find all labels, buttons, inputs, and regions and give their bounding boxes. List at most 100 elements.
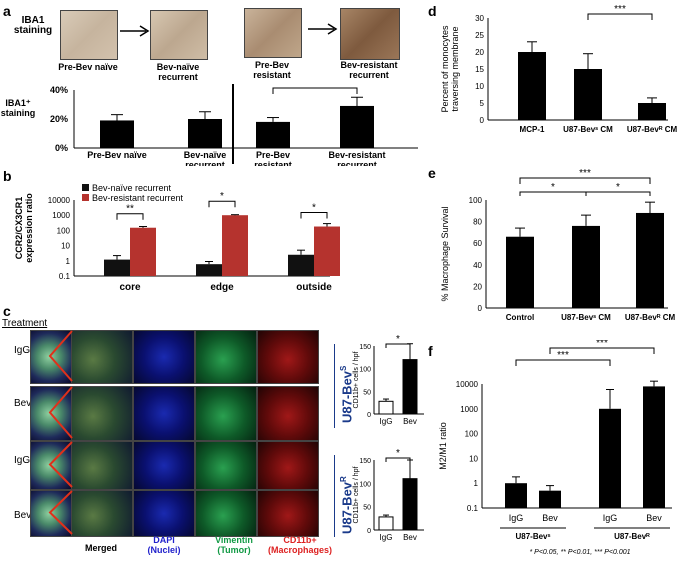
bar (130, 227, 156, 276)
significance-bracket (515, 359, 611, 366)
y-tick-label: 1000 (52, 211, 70, 220)
iba1-row-label: IBA1 staining (13, 15, 53, 36)
bar (539, 490, 561, 508)
zoom-indicator (48, 441, 73, 488)
panel-label-d: d (428, 3, 437, 19)
bar (572, 225, 600, 308)
x-tick-label: U87-Bevˢ CM (563, 125, 613, 134)
iba1-image-label-4: Bev-resistant recurrent (340, 60, 398, 80)
significance-bracket (116, 213, 144, 220)
significance-label: * (220, 191, 224, 202)
x-tick-label: Control (506, 313, 534, 322)
y-tick-label: 1000 (460, 405, 478, 414)
group-label: U87-Bevᴿ (614, 532, 650, 541)
x-tick-label: Bev (542, 513, 558, 523)
y-tick-label: 10 (469, 454, 478, 463)
y-tick-label: 60 (473, 239, 482, 248)
fluorescence-image (195, 330, 257, 384)
treatment-label: Treatment (2, 318, 48, 329)
panel-label-b: b (3, 168, 12, 184)
significance-bracket (272, 87, 358, 94)
y-tick-label: 40 (473, 261, 482, 270)
iba1-image-label-2: Bev-naïve recurrent (156, 62, 200, 82)
fluorescence-image (133, 386, 195, 441)
iba1-image-2 (150, 10, 208, 60)
legend-label: Bev-naïve recurrent (92, 183, 172, 193)
y-axis-label: M2/M1 ratio (438, 422, 448, 470)
zoom-lines (48, 490, 73, 535)
y-tick-label: 20% (50, 114, 68, 124)
footnote: * P<0.05, ** P<0.01, *** P<0.001 (530, 549, 631, 556)
y-tick-label: 1 (474, 479, 479, 488)
y-axis-label: IBA1⁺ staining (1, 98, 36, 118)
fluorescence-image (71, 386, 133, 441)
bar (636, 212, 664, 308)
y-tick-label: 100 (469, 196, 483, 205)
x-tick-label: Bev (403, 533, 417, 542)
significance-bracket (585, 191, 651, 196)
bar (402, 478, 418, 531)
significance-bracket (385, 457, 411, 462)
fluorescence-image (133, 441, 195, 490)
y-tick-label: 100 (465, 430, 479, 439)
x-tick-label: IgG (380, 533, 393, 542)
row-label-4: Bev (14, 510, 32, 521)
zoom-lines (48, 386, 73, 439)
x-tick-label: Pre-Bev naïve (87, 150, 147, 160)
y-tick-label: 30 (475, 14, 484, 23)
x-tick-label: U87-Bevˢ CM (561, 313, 611, 322)
col-label-cd11b: CD11b+ (Macrophages) (267, 535, 332, 555)
bar (378, 400, 394, 415)
legend-swatch (82, 194, 89, 201)
y-tick-label: 150 (359, 344, 371, 351)
bar (574, 69, 602, 120)
fluorescence-image (195, 490, 257, 537)
significance-bracket (300, 212, 328, 219)
arrow-right-icon (308, 23, 338, 35)
bar (188, 119, 222, 148)
bar (402, 359, 418, 415)
y-tick-label: 10000 (48, 196, 71, 205)
x-tick-label: Bev-naïve recurrent (184, 150, 227, 166)
significance-label: *** (614, 4, 626, 15)
significance-bracket (519, 177, 651, 184)
group-bracket-r (334, 455, 357, 537)
iba1-image-1 (60, 10, 118, 60)
y-tick-label: 5 (480, 99, 485, 108)
significance-label: * (396, 334, 400, 345)
y-tick-label: 0 (367, 412, 371, 419)
legend-swatch (82, 184, 89, 191)
bar (643, 386, 665, 508)
bar (518, 52, 546, 120)
y-tick-label: 25 (475, 31, 484, 40)
panel-label-a: a (3, 3, 11, 19)
significance-label: * (616, 182, 620, 193)
iba1-image-4 (340, 8, 400, 60)
y-tick-label: 80 (473, 218, 482, 227)
y-tick-label: 0.1 (467, 504, 479, 513)
x-tick-label: edge (210, 282, 234, 293)
y-tick-label: 10000 (456, 380, 479, 389)
bar (599, 408, 621, 508)
x-tick-label: Bev-resistant recurrent (328, 150, 385, 166)
significance-label: * (396, 448, 400, 459)
y-tick-label: 100 (359, 367, 371, 374)
chart-a: IBA1⁺ staining 0% 20% 40% Pre-Bev naïve Bev-na… (1, 84, 418, 166)
x-tick-label: U87-Bevᴿ CM (625, 313, 676, 322)
y-tick-label: 10 (61, 242, 70, 251)
row-label-2: Bev (14, 398, 32, 409)
significance-bracket (587, 13, 653, 20)
fluorescence-image (257, 330, 319, 384)
y-tick-label: 0 (480, 116, 485, 125)
zoom-indicator (48, 330, 73, 382)
fluorescence-image (257, 386, 319, 441)
y-axis-label: % Macrophage Survival (440, 206, 450, 301)
significance-label: *** (596, 340, 608, 349)
significance-label: *** (579, 168, 591, 179)
y-tick-label: 1 (66, 257, 71, 266)
zoom-lines (48, 441, 73, 488)
x-tick-label: Pre-Bev resistant (254, 150, 292, 166)
row-label-1: IgG (14, 345, 31, 356)
iba1-image-label-1: Pre-Bev naïve (58, 62, 118, 72)
bar (505, 483, 527, 508)
